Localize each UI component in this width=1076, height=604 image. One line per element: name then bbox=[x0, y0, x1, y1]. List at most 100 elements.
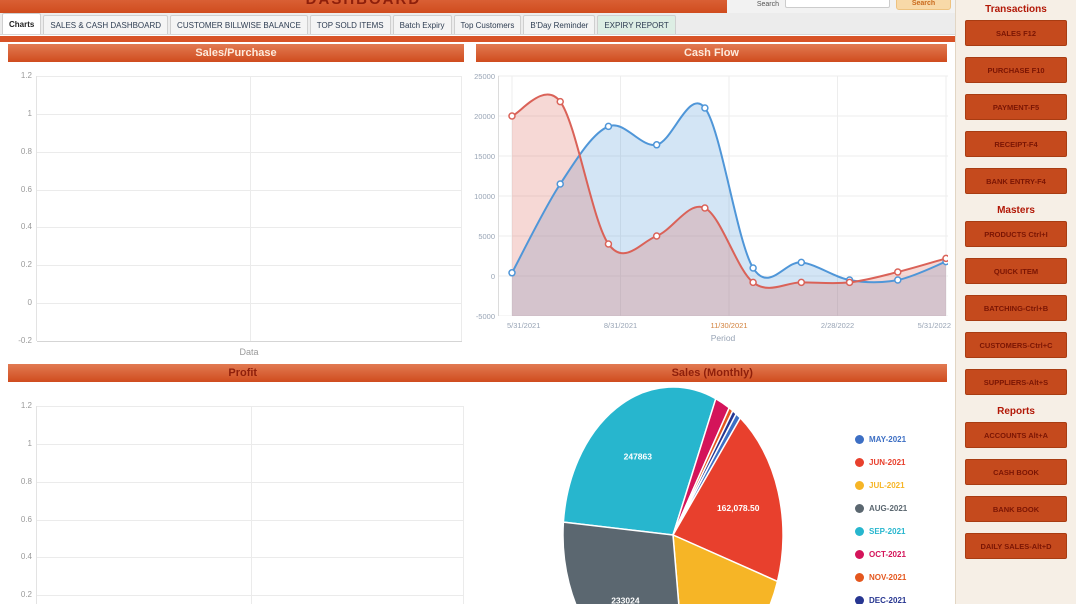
y-tick-label: 1.2 bbox=[20, 71, 32, 80]
y-tick-label: 15000 bbox=[474, 152, 495, 161]
y-tick-label: 0.8 bbox=[20, 476, 32, 486]
x-tick-label: 5/31/2021 bbox=[506, 321, 541, 330]
pie-slice-label: 162,078.50 bbox=[717, 503, 760, 513]
x-tick-label: 5/31/2022 bbox=[917, 321, 952, 330]
legend-label: MAY-2021 bbox=[869, 435, 907, 444]
legend-dot bbox=[855, 573, 864, 582]
legend-item-jul-2021[interactable]: JUL-2021 bbox=[855, 474, 907, 497]
sidebar-button-sales-f12[interactable]: SALES F12 bbox=[965, 20, 1067, 46]
top-panel-headers: Sales/Purchase Cash Flow bbox=[0, 44, 955, 62]
y-axis: 1.210.80.60.40.20-0.2 bbox=[8, 401, 36, 604]
app-title-bar: DASHBOARD bbox=[0, 0, 727, 13]
sidebar-button-payment-f5[interactable]: PAYMENT-F5 bbox=[965, 94, 1067, 120]
sales-monthly-pie-chart: 247863 162,078.50 233024 MAY-2021 JUN-2021 J… bbox=[466, 382, 955, 604]
plot-area bbox=[36, 406, 464, 604]
cash-flow-x-axis-label: Period bbox=[710, 333, 736, 343]
y-tick-label: 0 bbox=[27, 298, 32, 308]
y-tick-label: 20000 bbox=[474, 112, 495, 121]
sidebar-button-products-ctrl-i[interactable]: PRODUCTS Ctrl+I bbox=[965, 221, 1067, 247]
sidebar-button-purchase-f10[interactable]: PURCHASE F10 bbox=[965, 57, 1067, 83]
sidebar-button-daily-sales-alt-d[interactable]: DAILY SALES-Alt+D bbox=[965, 533, 1067, 559]
y-tick-label: 25000 bbox=[474, 72, 495, 81]
tab-top-customers[interactable]: Top Customers bbox=[453, 15, 522, 34]
sidebar: Transactions SALES F12 PURCHASE F10 PAYMENT… bbox=[955, 0, 1076, 604]
sidebar-button-bank-book[interactable]: BANK BOOK bbox=[965, 496, 1067, 522]
legend-dot bbox=[855, 550, 864, 559]
pie-slice-jun-2021[interactable] bbox=[672, 417, 784, 583]
sidebar-button-batching-ctrl-b[interactable]: BATCHING-Ctrl+B bbox=[965, 295, 1067, 321]
profit-chart: 1.210.80.60.40.20-0.2 bbox=[0, 382, 466, 604]
tab-customer-billwise-balance[interactable]: CUSTOMER BILLWISE BALANCE bbox=[170, 15, 308, 34]
sidebar-section-reports: Reports bbox=[997, 406, 1035, 417]
y-tick-label: 1 bbox=[27, 108, 32, 118]
legend-item-aug-2021[interactable]: AUG-2021 bbox=[855, 497, 907, 520]
pie-slice-aug-2021[interactable] bbox=[562, 521, 685, 604]
y-tick-label: 0.8 bbox=[20, 146, 32, 156]
search-input[interactable] bbox=[785, 0, 890, 8]
divider-bar bbox=[0, 36, 955, 42]
y-tick-label: 1.2 bbox=[20, 401, 32, 410]
sidebar-button-accounts-alt-a[interactable]: ACCOUNTS Alt+A bbox=[965, 422, 1067, 448]
cash-flow-y-axis: 25000 20000 15000 10000 5000 0 -5000 bbox=[468, 66, 498, 343]
legend-label: OCT-2021 bbox=[869, 550, 906, 559]
gridline bbox=[37, 341, 462, 342]
search-label: Search bbox=[756, 1, 779, 8]
bottom-panel-headers: Profit Sales (Monthly) bbox=[8, 364, 947, 382]
pie-slice-jul-2021[interactable] bbox=[672, 534, 779, 604]
cash-flow-x-axis: 5/31/2021 8/31/2021 11/30/2021 2/28/2022 5/3… bbox=[498, 321, 952, 333]
y-tick-label: 10000 bbox=[474, 192, 495, 201]
legend-item-oct-2021[interactable]: OCT-2021 bbox=[855, 543, 907, 566]
sales-purchase-x-axis-label: Data bbox=[239, 347, 259, 357]
y-tick-label: 0.4 bbox=[20, 222, 32, 232]
legend-item-may-2021[interactable]: MAY-2021 bbox=[855, 428, 907, 451]
y-tick-label: 0.4 bbox=[20, 552, 32, 562]
bottom-charts-row: 1.210.80.60.40.20-0.2 247863162,078.5023… bbox=[0, 382, 955, 604]
sidebar-button-customers-ctrl-c[interactable]: CUSTOMERS-Ctrl+C bbox=[965, 332, 1067, 358]
x-tick-label: 11/30/2021 bbox=[710, 321, 748, 330]
tab-b-day-reminder[interactable]: B'Day Reminder bbox=[523, 15, 596, 34]
tab-top-sold-items[interactable]: TOP SOLD ITEMS bbox=[309, 15, 391, 34]
sales-purchase-chart: 1.2 1 0.8 0.6 0.4 0.2 0 -0.2 Data bbox=[0, 62, 464, 364]
legend-item-sep-2021[interactable]: SEP-2021 bbox=[855, 520, 907, 543]
top-header: DASHBOARD Search Search bbox=[0, 0, 955, 13]
sidebar-button-cash-book[interactable]: CASH BOOK bbox=[965, 459, 1067, 485]
y-tick-label: 0.2 bbox=[20, 260, 32, 270]
gridline bbox=[250, 406, 252, 604]
search-area: Search Search bbox=[727, 0, 955, 13]
legend-label: JUN-2021 bbox=[869, 458, 906, 467]
tab-batch-expiry[interactable]: Batch Expiry bbox=[392, 15, 452, 34]
legend-dot bbox=[855, 435, 864, 444]
legend-label: SEP-2021 bbox=[869, 527, 906, 536]
gridline bbox=[461, 76, 462, 341]
panel-title-sales-monthly: Sales (Monthly) bbox=[477, 364, 947, 382]
legend-dot bbox=[855, 481, 864, 490]
sidebar-button-bank-entry-f4[interactable]: BANK ENTRY-F4 bbox=[965, 168, 1067, 194]
x-tick-label: 2/28/2022 bbox=[820, 321, 855, 330]
gridline bbox=[249, 76, 251, 341]
legend-item-nov-2021[interactable]: NOV-2021 bbox=[855, 566, 907, 589]
cash-flow-chart: 25000 20000 15000 10000 5000 0 -5000 5/31/2021… bbox=[464, 62, 955, 364]
legend-dot bbox=[855, 458, 864, 467]
legend-item-jun-2021[interactable]: JUN-2021 bbox=[855, 451, 907, 474]
x-tick-label: 8/31/2021 bbox=[603, 321, 638, 330]
pie-plot: 247863 162,078.50 233024 bbox=[562, 386, 784, 604]
sidebar-button-suppliers-alt-s[interactable]: SUPPLIERS-Alt+S bbox=[965, 369, 1067, 395]
tab-expiry-report[interactable]: EXPIRY REPORT bbox=[597, 15, 676, 34]
y-tick-label: 1 bbox=[27, 438, 32, 448]
legend-item-dec-2021[interactable]: DEC-2021 bbox=[855, 589, 907, 604]
tab-sales-cash-dashboard[interactable]: SALES & CASH DASHBOARD bbox=[43, 15, 169, 34]
tab-charts[interactable]: Charts bbox=[2, 13, 42, 34]
sidebar-button-quick-item[interactable]: QUICK ITEM bbox=[965, 258, 1067, 284]
page-title: DASHBOARD bbox=[306, 0, 422, 8]
pie-slice-sep-2021[interactable] bbox=[562, 386, 717, 536]
plot-area bbox=[36, 76, 462, 342]
y-tick-label: 0.6 bbox=[20, 514, 32, 524]
sidebar-section-transactions: Transactions bbox=[985, 4, 1047, 15]
panel-title-sales-purchase: Sales/Purchase bbox=[8, 44, 464, 62]
search-button[interactable]: Search bbox=[896, 0, 951, 10]
y-tick-label: 0.6 bbox=[20, 184, 32, 194]
sidebar-button-receipt-f4[interactable]: RECEIPT-F4 bbox=[965, 131, 1067, 157]
